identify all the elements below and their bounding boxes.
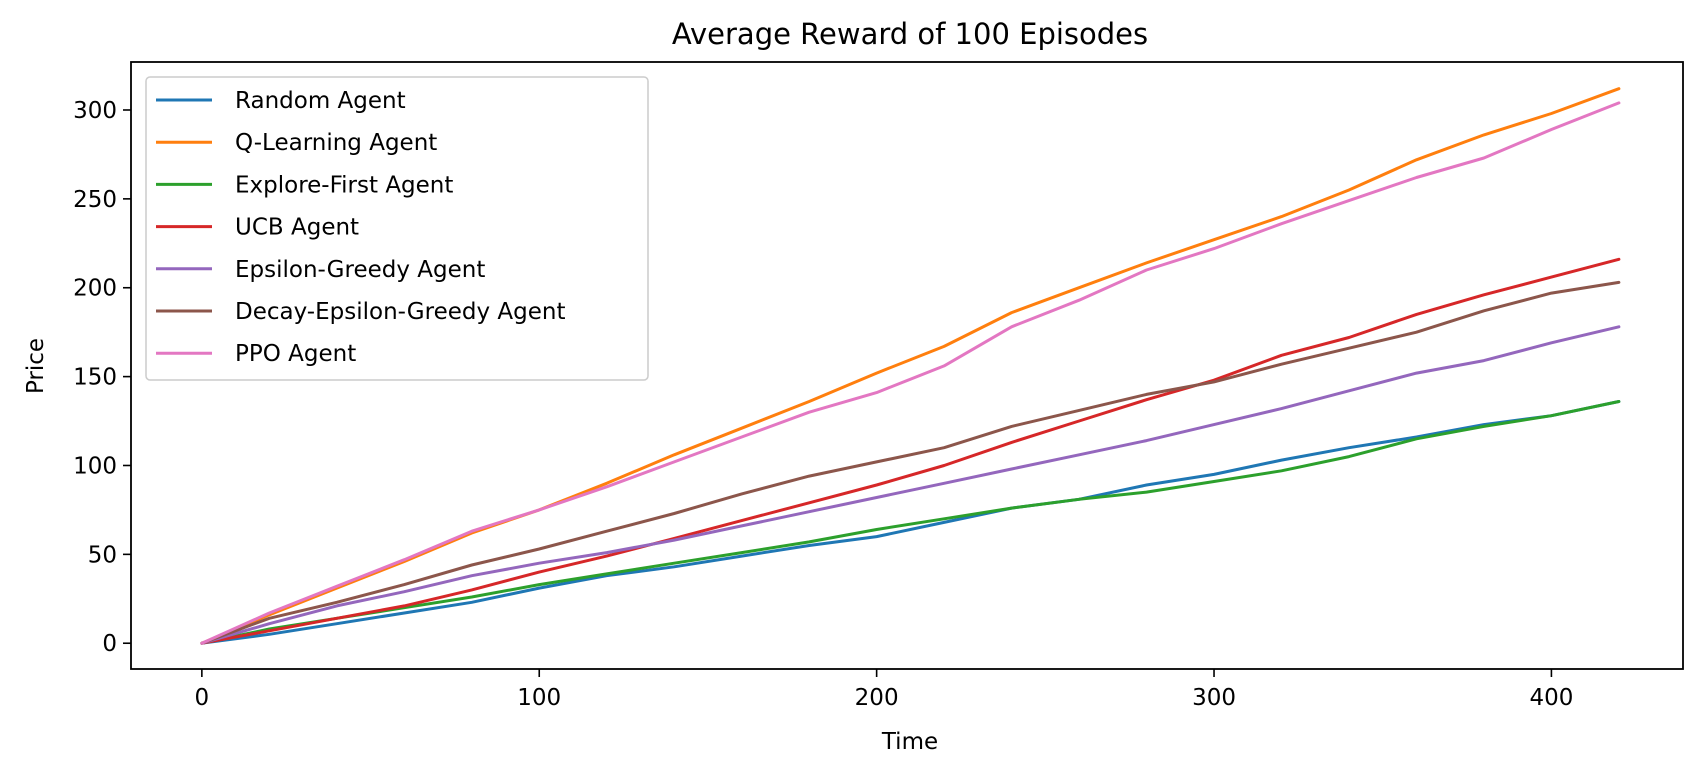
legend-label-explore-first-agent: Explore-First Agent <box>235 172 453 198</box>
y-tick-label: 150 <box>73 365 117 391</box>
series-line-ucb-agent <box>200 257 1621 645</box>
series-line-random-agent <box>200 400 1621 645</box>
y-tick-label: 300 <box>73 98 117 124</box>
y-tick-label: 200 <box>73 276 117 302</box>
y-axis: 0 50 100 150 200 250 300 <box>73 98 131 657</box>
plot-frame <box>130 61 1684 670</box>
series-line-explore-first-agent <box>200 400 1621 645</box>
series-line-decay-epsilon-greedy-agent <box>200 280 1621 645</box>
y-tick-label: 250 <box>73 187 117 213</box>
x-axis-label: Time <box>881 729 938 755</box>
y-tick-label: 50 <box>88 542 117 568</box>
x-tick-label: 100 <box>517 685 561 711</box>
x-tick-label: 0 <box>195 685 210 711</box>
legend-label-ppo-agent: PPO Agent <box>235 341 356 367</box>
y-tick-label: 100 <box>73 453 117 479</box>
legend-label-epsilon-greedy-agent: Epsilon-Greedy Agent <box>235 257 485 283</box>
y-tick-label: 0 <box>102 631 117 657</box>
series-line-ppo-agent <box>200 101 1621 645</box>
series-line-epsilon-greedy-agent <box>200 325 1621 645</box>
x-tick-label: 300 <box>1192 685 1236 711</box>
legend-label-q-learning-agent: Q-Learning Agent <box>235 130 437 156</box>
legend-label-random-agent: Random Agent <box>235 88 406 114</box>
series-line-q-learning-agent <box>200 87 1621 645</box>
legend-label-decay-epsilon-greedy-agent: Decay-Epsilon-Greedy Agent <box>235 299 565 325</box>
legend-box <box>145 76 649 381</box>
y-axis-label: Price <box>23 338 49 394</box>
series-layer <box>200 87 1621 645</box>
x-tick-label: 400 <box>1529 685 1573 711</box>
chart-title: Average Reward of 100 Episodes <box>672 17 1148 51</box>
x-tick-label: 200 <box>855 685 899 711</box>
legend-label-ucb-agent: UCB Agent <box>235 215 359 241</box>
x-axis: 0 100 200 300 400 <box>195 669 1573 711</box>
legend: Random Agent Q-Learning Agent Explore-Firs… <box>145 76 649 381</box>
